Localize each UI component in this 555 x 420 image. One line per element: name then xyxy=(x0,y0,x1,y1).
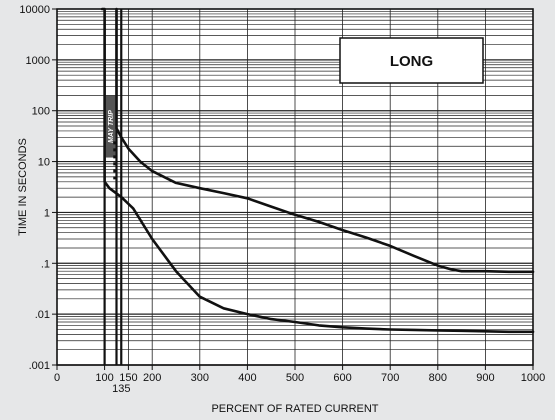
y-tick-labels: 10000 1000 100 10 1 .1 .01 .001 xyxy=(19,4,57,372)
x-extra-tick-label: 135 xyxy=(112,383,130,395)
y-tick-label: 1000 xyxy=(26,55,50,67)
y-tick-label: .001 xyxy=(29,360,50,372)
legend-label: LONG xyxy=(390,53,433,70)
plot-frame xyxy=(56,8,534,366)
y-axis-title: TIME IN SECONDS xyxy=(17,138,29,236)
y-tick-label: 1 xyxy=(44,207,50,219)
x-tick-labels: 0 100 150 200 300 400 500 600 700 800 900 1000 135 xyxy=(54,365,545,395)
x-tick-label: 1000 xyxy=(521,372,545,384)
may-trip-band: MAY TRIP xyxy=(105,95,116,182)
may-trip-fill xyxy=(105,95,116,158)
may-trip-label: MAY TRIP xyxy=(108,110,115,143)
x-tick-label: 150 xyxy=(119,372,137,384)
x-tick-label: 900 xyxy=(476,372,494,384)
x-tick-label: 800 xyxy=(429,372,447,384)
x-tick-label: 600 xyxy=(333,372,351,384)
grid xyxy=(56,9,534,366)
legend-frame xyxy=(339,37,484,84)
x-tick-label: 700 xyxy=(381,372,399,384)
curve-0 xyxy=(100,7,535,334)
x-axis-title: PERCENT OF RATED CURRENT xyxy=(211,403,378,415)
y-tick-label: 10000 xyxy=(19,4,50,16)
x-tick-label: 100 xyxy=(95,372,113,384)
x-tick-label: 400 xyxy=(238,372,256,384)
x-tick-label: 300 xyxy=(191,372,209,384)
y-tick-label: 100 xyxy=(32,106,50,118)
curves xyxy=(100,7,535,334)
y-tick-label: .1 xyxy=(41,258,50,270)
y-tick-label: 10 xyxy=(38,157,50,169)
x-tick-label: 500 xyxy=(286,372,304,384)
y-tick-label: .01 xyxy=(35,309,50,321)
x-tick-label: 200 xyxy=(143,372,161,384)
x-tick-label: 0 xyxy=(54,372,60,384)
curve-1 xyxy=(115,7,535,274)
legend-box: LONG xyxy=(339,37,484,84)
